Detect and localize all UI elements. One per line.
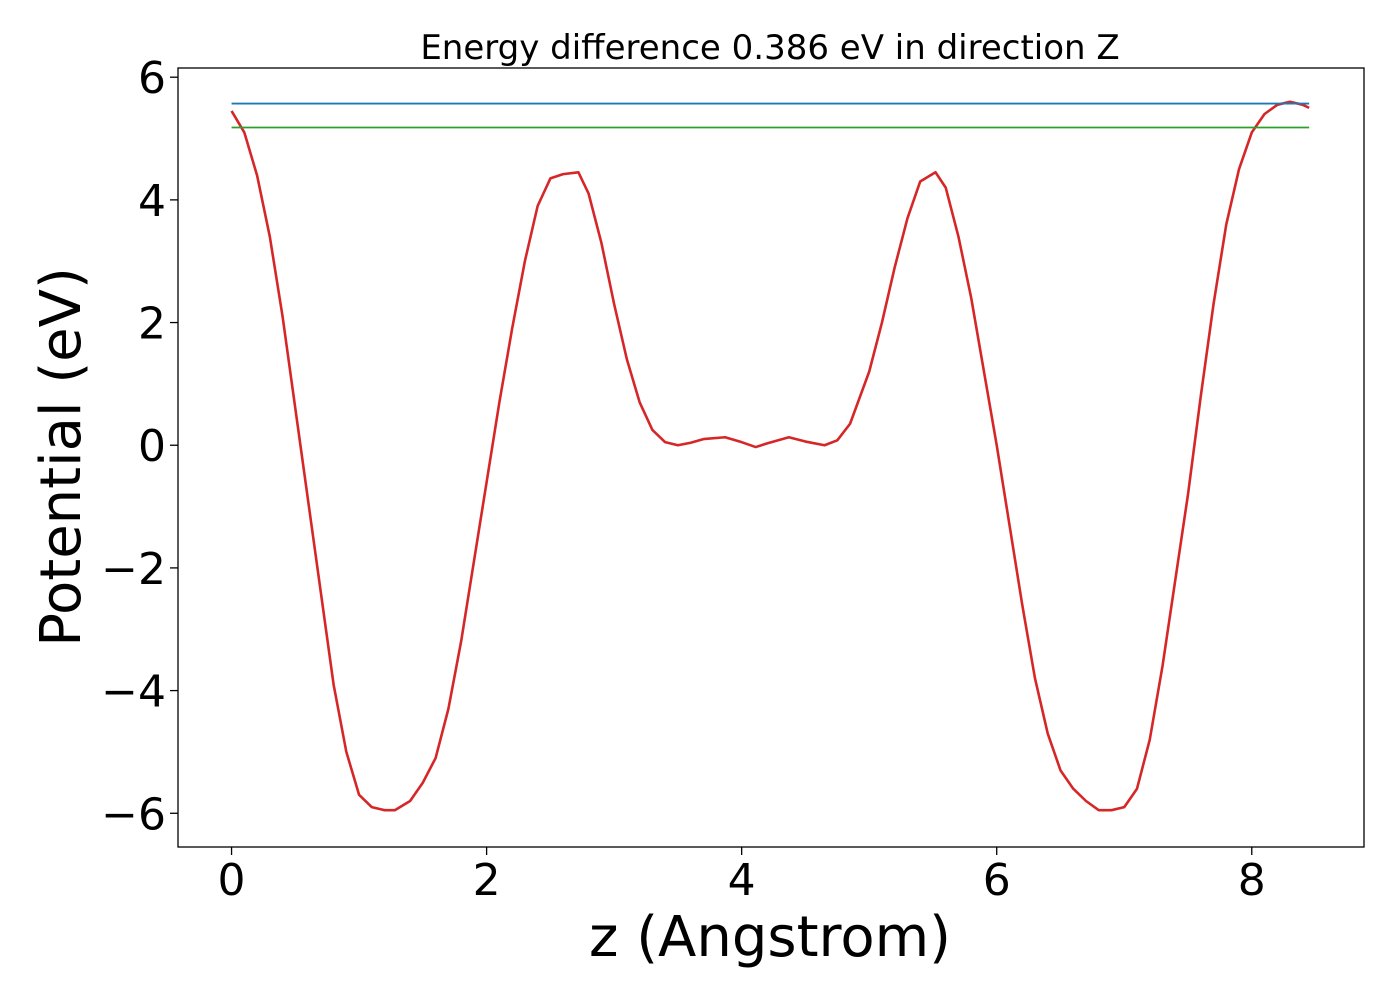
y-tick-label: −6 (101, 789, 166, 840)
y-tick-label: 4 (138, 176, 166, 227)
y-tick-label: 0 (138, 421, 166, 472)
chart-title: Energy difference 0.386 eV in direction … (420, 28, 1119, 68)
x-tick-label: 0 (218, 855, 246, 906)
y-axis: −6 −4 −2 0 2 4 6 (101, 53, 178, 840)
x-tick-label: 4 (728, 855, 756, 906)
x-tick-label: 6 (983, 855, 1011, 906)
x-tick-label: 8 (1238, 855, 1266, 906)
y-tick-label: 6 (138, 53, 166, 104)
plot-area (230, 100, 1310, 812)
potential-curve (230, 100, 1310, 812)
x-axis: 0 2 4 6 8 (218, 847, 1266, 906)
x-axis-label: z (Angstrom) (589, 905, 951, 970)
y-tick-label: −2 (101, 544, 166, 595)
y-axis-label: Potential (eV) (29, 267, 94, 647)
y-tick-label: −4 (101, 667, 166, 718)
y-tick-label: 2 (138, 299, 166, 350)
plot-frame (177, 67, 1365, 848)
x-tick-label: 2 (473, 855, 501, 906)
